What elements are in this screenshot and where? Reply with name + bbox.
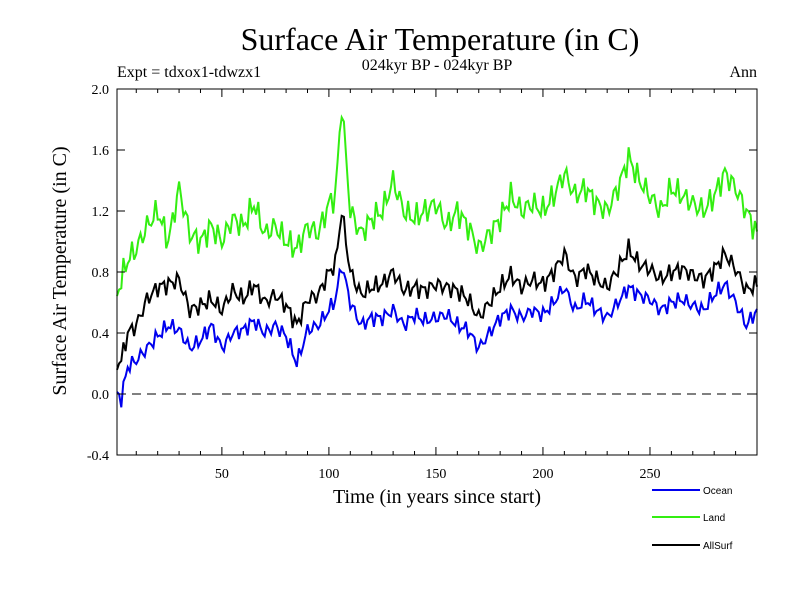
- y-tick-label: 2.0: [92, 83, 110, 98]
- chart-title: Surface Air Temperature (in C): [241, 21, 640, 57]
- y-tick-label: 0.4: [92, 327, 110, 342]
- y-tick-label: 0.0: [92, 388, 110, 403]
- x-tick-label: 50: [215, 467, 229, 482]
- season-label: Ann: [729, 64, 757, 81]
- legend-label-allsurf: AllSurf: [703, 541, 733, 552]
- experiment-label: Expt = tdxox1-tdwzx1: [117, 64, 261, 81]
- plot-frame: [116, 88, 758, 456]
- y-tick-label: -0.4: [87, 449, 109, 464]
- y-tick-label: 1.6: [92, 144, 110, 159]
- y-axis-label: Surface Air Temperature (in C): [49, 146, 71, 395]
- series-line-ocean: [116, 267, 758, 408]
- legend-label-land: Land: [703, 513, 725, 524]
- x-tick-label: 150: [425, 467, 446, 482]
- x-axis-label: Time (in years since start): [333, 486, 541, 508]
- legend-label-ocean: Ocean: [703, 486, 732, 497]
- series-layer: [116, 114, 758, 408]
- y-tick-label: 0.8: [92, 266, 110, 281]
- x-tick-label: 200: [532, 467, 553, 482]
- legend: Ocean Land AllSurf: [652, 486, 733, 552]
- y-tick-label: 1.2: [92, 205, 110, 220]
- ticks-layer: -0.4 0.0 0.4 0.8 1.2 1.6 2.0 50 100 150 200 250: [87, 83, 757, 482]
- series-line-allsurf: [116, 214, 758, 371]
- x-tick-label: 250: [639, 467, 660, 482]
- series-line-land: [116, 114, 758, 297]
- period-label: 024kyr BP - 024kyr BP: [362, 57, 513, 74]
- x-tick-label: 100: [318, 467, 339, 482]
